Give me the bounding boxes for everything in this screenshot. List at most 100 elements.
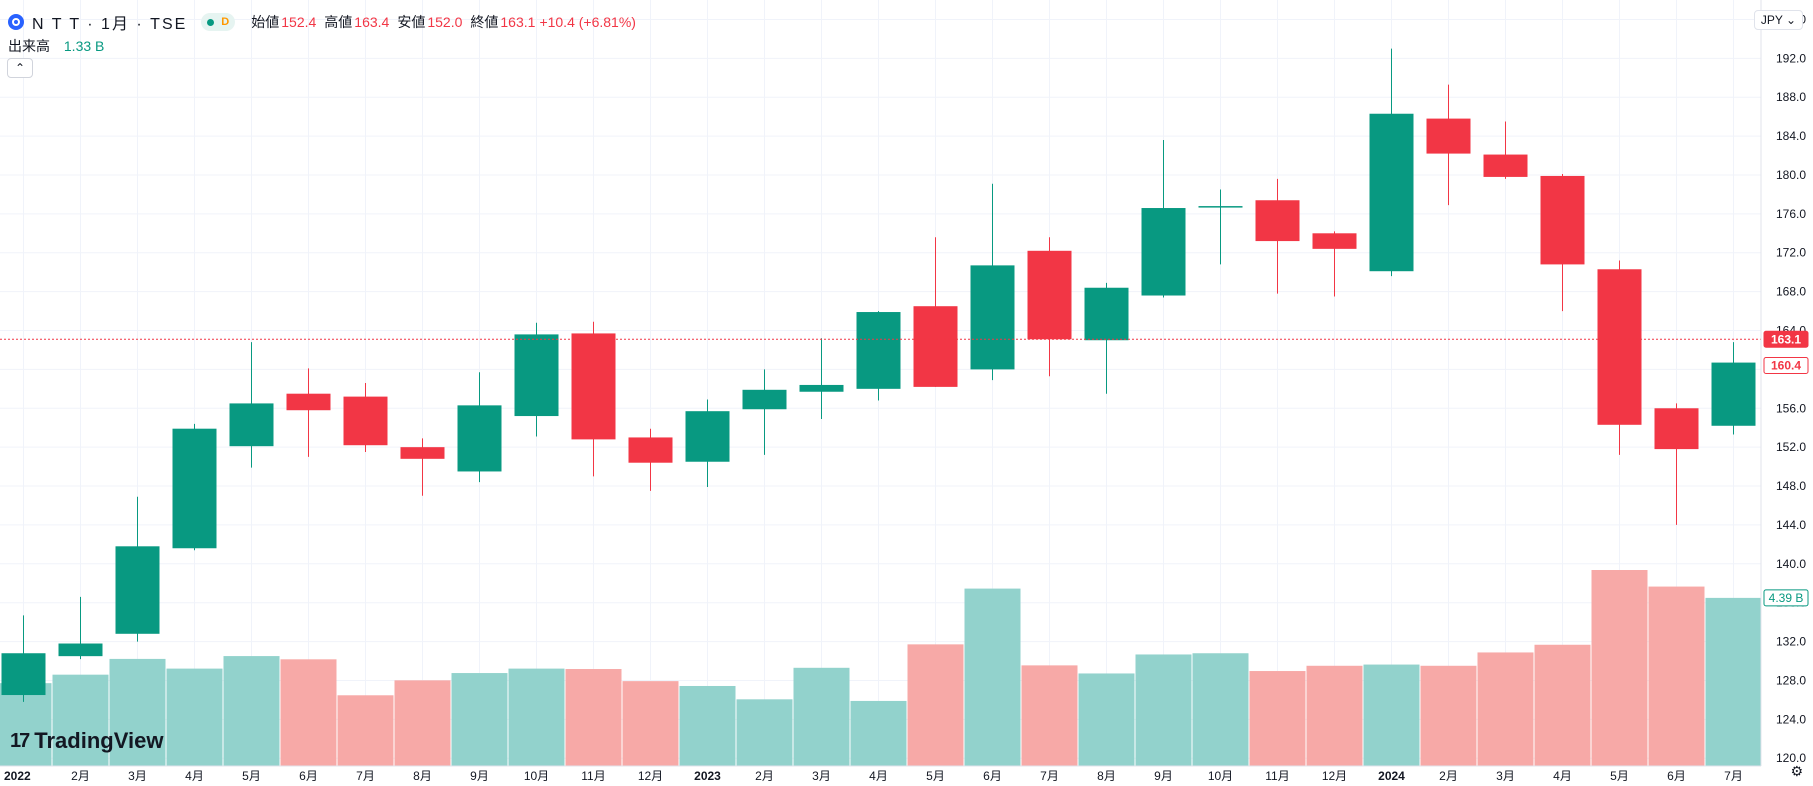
candle-body (571, 333, 616, 440)
currency-label: JPY (1760, 13, 1783, 27)
delayed-badge: D (221, 16, 230, 28)
candle-body (1084, 287, 1129, 341)
x-tick-label: 3月 (128, 769, 147, 783)
volume-bar (223, 656, 280, 766)
y-tick-label: 192.0 (1776, 51, 1806, 65)
currency-selector[interactable]: JPY ⌄ (1753, 10, 1803, 30)
volume-bar (1648, 586, 1705, 766)
volume-bar (565, 669, 622, 766)
volume-bar (109, 658, 166, 766)
volume-bar (1705, 597, 1762, 766)
volume-bars (0, 570, 1762, 766)
volume-bar (166, 668, 223, 766)
x-tick-label: 5月 (1610, 769, 1629, 783)
volume-legend-label: 出来高 (8, 38, 50, 54)
close-label: 終値 (470, 14, 499, 30)
x-tick-label: 7月 (356, 769, 375, 783)
last-price-tag: 163.1 (1771, 332, 1801, 346)
volume-bar (1249, 671, 1306, 766)
volume-bar (337, 695, 394, 766)
candle-body (1540, 175, 1585, 265)
x-tick-label: 2月 (71, 769, 90, 783)
candle-body (400, 447, 445, 459)
prev-close-tag-box (1763, 357, 1809, 375)
x-tick-label: 11月 (581, 769, 605, 783)
volume-tag: 4.39 B (1769, 591, 1804, 605)
volume-bar (1363, 664, 1420, 766)
x-tick-label: 4月 (1553, 769, 1572, 783)
x-tick-label: 7月 (1724, 769, 1743, 783)
x-tick-label: 5月 (242, 769, 261, 783)
time-scale[interactable]: 2022 2月 3月 4月 5月 6月 7月 8月 9月 10月 11月 12月 2023 2月 3月 4月 5… (4, 769, 1743, 783)
y-tick-label: 140.0 (1776, 557, 1806, 571)
volume-bar (1591, 570, 1648, 766)
x-tick-label: 12月 (1322, 769, 1347, 783)
candle-body (1369, 113, 1414, 272)
y-tick-label: 144.0 (1776, 518, 1806, 532)
volume-bar (850, 700, 907, 766)
y-tick-label: 172.0 (1776, 246, 1806, 260)
x-tick-label: 2月 (755, 769, 774, 783)
volume-bar (508, 668, 565, 766)
candle-body (1, 653, 46, 696)
y-tick-label: 128.0 (1776, 673, 1806, 687)
candle-body (457, 405, 502, 472)
y-tick-label: 132.0 (1776, 635, 1806, 649)
candlesticks (1, 48, 1756, 702)
y-tick-label: 120.0 (1776, 751, 1806, 765)
volume-bar (280, 659, 337, 766)
candle-body (1711, 362, 1756, 426)
candle-body (229, 403, 274, 447)
symbol-logo-icon (8, 14, 24, 30)
volume-bar (1192, 653, 1249, 766)
x-tick-label: 6月 (983, 769, 1002, 783)
volume-bar (1021, 665, 1078, 766)
tradingview-wordmark: TradingView (34, 728, 164, 753)
volume-bar (622, 681, 679, 766)
x-tick-label: 9月 (1154, 769, 1173, 783)
market-status-badge[interactable]: D (201, 13, 236, 31)
volume-bar (1420, 665, 1477, 766)
y-tick-label: 184.0 (1776, 129, 1806, 143)
tradingview-logo[interactable]: 17 TradingView (10, 728, 163, 754)
x-tick-label: 6月 (1667, 769, 1686, 783)
open-label: 始値 (251, 14, 280, 30)
high-value: 163.4 (354, 14, 390, 30)
x-tick-label: 2024 (1378, 769, 1405, 783)
price-tags: 163.1 160.4 4.39 B (1763, 330, 1809, 607)
volume-bar (736, 699, 793, 766)
candle-body (1255, 200, 1300, 242)
volume-bar (0, 683, 52, 766)
candle-body (343, 396, 388, 446)
collapse-legend-button[interactable]: ⌃ (7, 58, 33, 78)
change-value: +10.4 (+6.81%) (539, 14, 636, 30)
candle-body (1483, 154, 1528, 177)
candle-body (286, 393, 331, 411)
volume-bar (1078, 673, 1135, 766)
volume-bar (451, 673, 508, 766)
volume-bar (1135, 654, 1192, 766)
volume-bar (1534, 644, 1591, 766)
x-tick-label: 3月 (812, 769, 831, 783)
price-scale-bg (1761, 0, 1813, 766)
x-tick-label: 2023 (694, 769, 721, 783)
y-tick-label: 148.0 (1776, 479, 1806, 493)
volume-bar (907, 644, 964, 766)
volume-legend-value: 1.33 B (63, 38, 105, 54)
symbol-title[interactable]: N T T · 1月 · TSE (32, 16, 188, 33)
x-tick-label: 3月 (1496, 769, 1515, 783)
y-tick-label: 168.0 (1776, 285, 1806, 299)
y-tick-label: 176.0 (1776, 207, 1806, 221)
x-tick-label: 4月 (185, 769, 204, 783)
candle-body (742, 389, 787, 410)
volume-tag-box (1763, 589, 1809, 607)
x-tick-label: 8月 (1097, 769, 1116, 783)
volume-bar (793, 667, 850, 766)
tradingview-mark-icon: 17 (10, 729, 30, 752)
open-value: 152.4 (281, 14, 317, 30)
volume-bar (52, 674, 109, 766)
settings-gear-icon[interactable]: ⚙ (1790, 763, 1803, 779)
x-tick-label: 8月 (413, 769, 432, 783)
x-tick-label: 2022 (4, 769, 31, 783)
